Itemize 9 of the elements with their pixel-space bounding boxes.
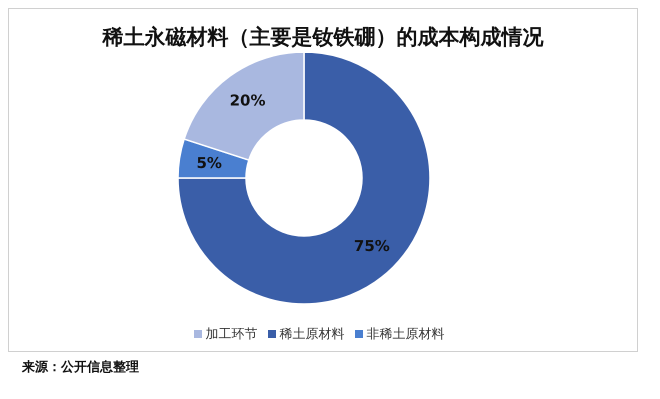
legend-label: 非稀土原材料 xyxy=(366,327,444,342)
chart-title: 稀土永磁材料（主要是钕铁硼）的成本构成情况 xyxy=(101,24,544,51)
data-label: 75% xyxy=(354,236,390,255)
source-note: 来源：公开信息整理 xyxy=(22,359,139,376)
legend-label: 稀土原材料 xyxy=(280,327,344,342)
data-label: 20% xyxy=(230,91,266,110)
data-label: 5% xyxy=(196,154,222,172)
donut-slice xyxy=(177,53,431,305)
legend-label: 加工环节 xyxy=(206,327,258,342)
